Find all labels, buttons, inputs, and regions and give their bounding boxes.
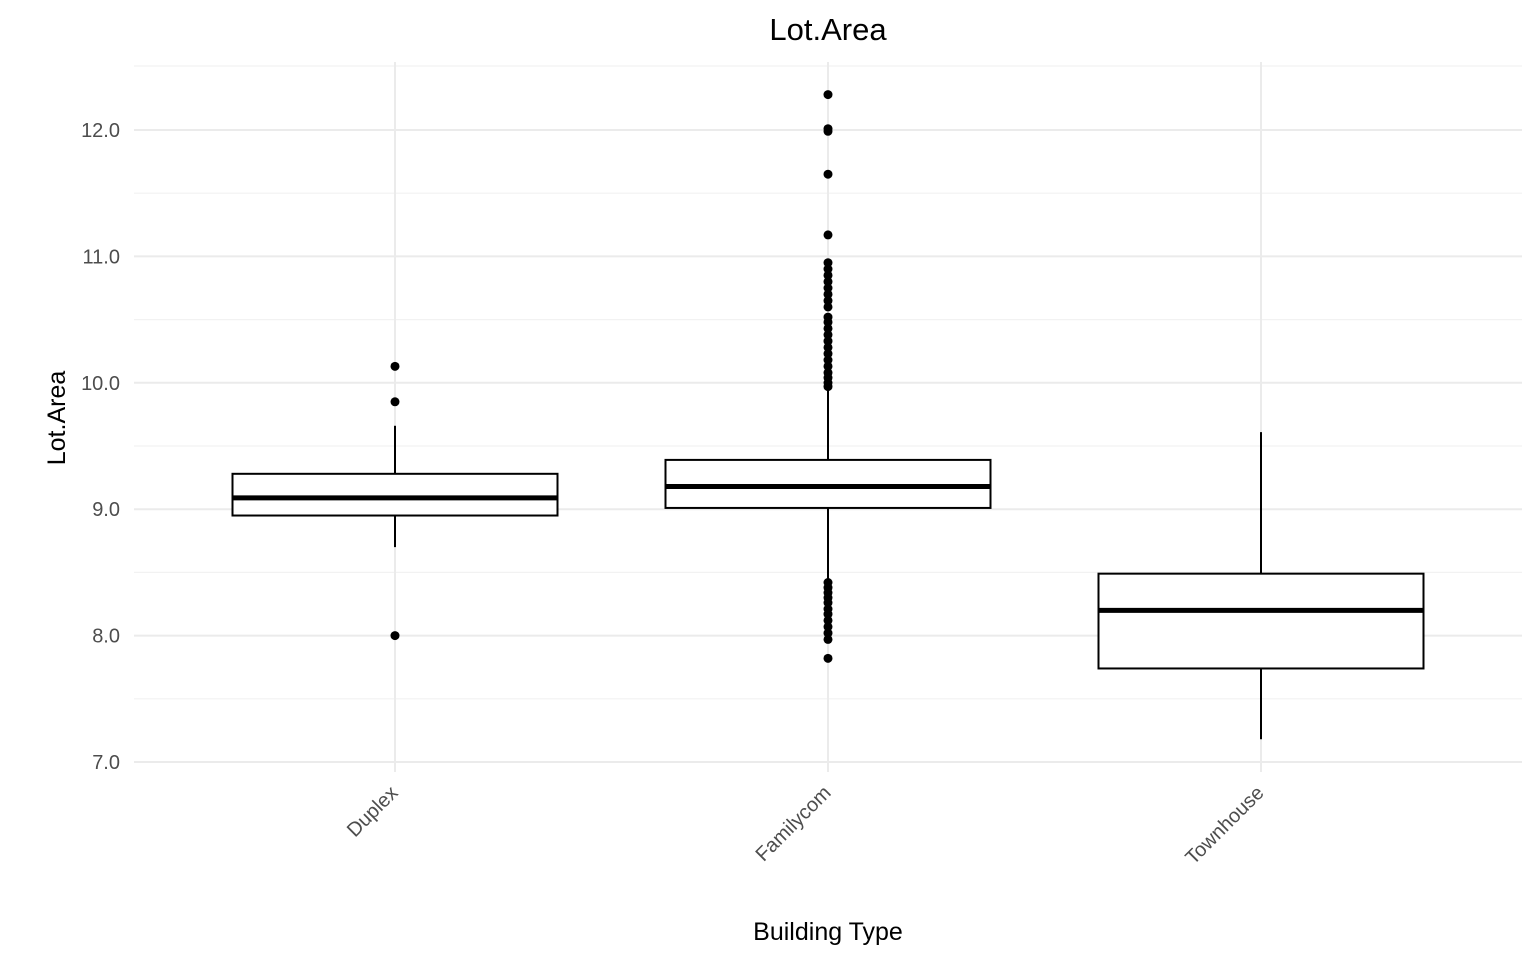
outlier-point bbox=[823, 355, 833, 365]
outlier-point bbox=[823, 277, 833, 287]
y-tick-label: 10.0 bbox=[81, 373, 120, 395]
outlier-point bbox=[823, 604, 833, 614]
outlier-point bbox=[823, 578, 833, 588]
chart-title: Lot.Area bbox=[769, 12, 887, 47]
outlier-point bbox=[390, 397, 400, 407]
x-axis-title: Building Type bbox=[753, 918, 903, 946]
outlier-point bbox=[823, 230, 833, 240]
outlier-point bbox=[823, 622, 833, 632]
outlier-point bbox=[823, 368, 833, 378]
outlier-point bbox=[823, 361, 833, 371]
x-tick-label: Familycom bbox=[752, 782, 836, 866]
outlier-point bbox=[823, 330, 833, 340]
box-rect bbox=[231, 472, 559, 517]
y-axis-title: Lot.Area bbox=[43, 371, 71, 466]
x-tick-label: Townhouse bbox=[1181, 782, 1268, 869]
box-rect bbox=[1097, 572, 1425, 670]
outlier-point bbox=[823, 289, 833, 299]
outlier-point bbox=[823, 296, 833, 306]
box-duplex bbox=[231, 361, 559, 641]
outlier-point bbox=[823, 270, 833, 280]
x-tick-labels: Duplex Familycom Townhouse bbox=[343, 782, 1269, 869]
outlier-point bbox=[390, 631, 400, 641]
outlier-point bbox=[823, 628, 833, 638]
outlier-point bbox=[823, 323, 833, 333]
y-tick-label: 9.0 bbox=[92, 499, 120, 521]
outlier-point bbox=[823, 336, 833, 346]
outlier-point bbox=[823, 124, 833, 134]
box-townhouse bbox=[1097, 432, 1425, 740]
y-tick-label: 11.0 bbox=[83, 246, 120, 268]
y-tick-label: 8.0 bbox=[92, 626, 120, 648]
outlier-point bbox=[823, 634, 833, 644]
y-tick-label: 7.0 bbox=[92, 752, 120, 774]
outlier-point bbox=[823, 169, 833, 179]
outlier-point bbox=[823, 90, 833, 100]
outlier-point bbox=[823, 302, 833, 312]
x-tick-label: Duplex bbox=[343, 782, 403, 842]
y-tick-label: 12.0 bbox=[81, 120, 120, 142]
outlier-point bbox=[823, 283, 833, 293]
y-tick-labels: 7.0 8.0 9.0 10.0 11.0 12.0 bbox=[81, 120, 120, 774]
box-rect bbox=[664, 458, 992, 509]
outlier-point bbox=[823, 653, 833, 663]
boxes bbox=[231, 90, 1425, 740]
outlier-point bbox=[823, 264, 833, 274]
box-familycom bbox=[664, 90, 992, 663]
outlier-point bbox=[823, 342, 833, 352]
outlier-point bbox=[390, 361, 400, 371]
outlier-point bbox=[823, 312, 833, 322]
outlier-point bbox=[823, 349, 833, 359]
outlier-point bbox=[823, 615, 833, 625]
outlier-point bbox=[823, 258, 833, 268]
